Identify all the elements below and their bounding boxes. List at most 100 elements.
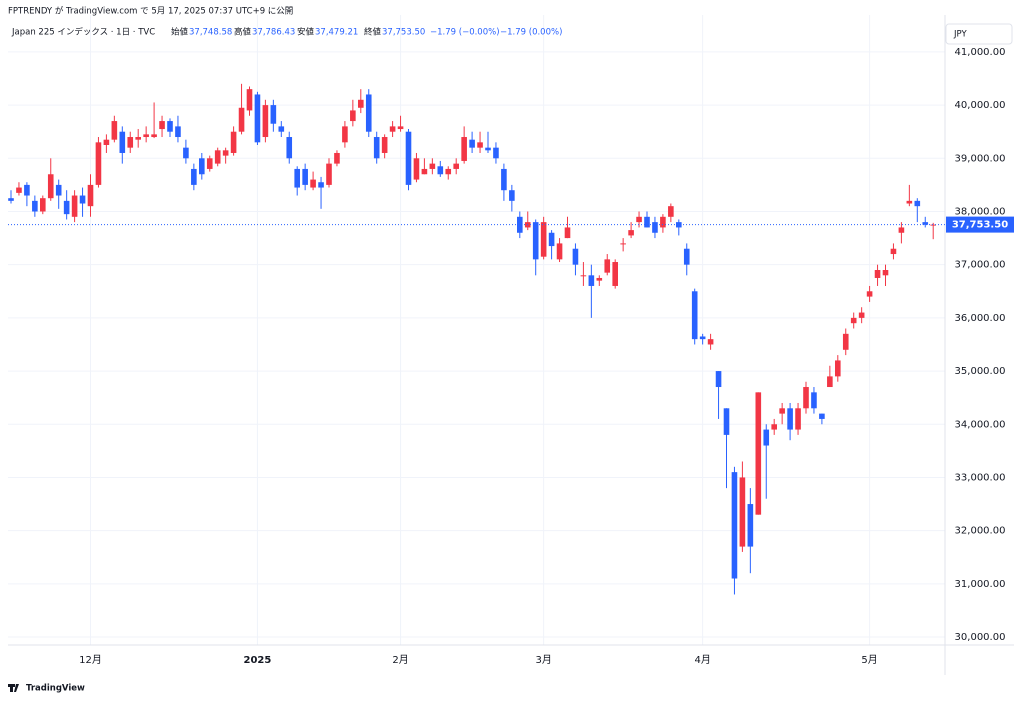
currency[interactable]: JPY xyxy=(953,30,967,40)
candle-body xyxy=(699,336,706,340)
candle xyxy=(445,166,452,180)
candle xyxy=(548,230,555,260)
candle-body xyxy=(350,110,356,122)
candle-body xyxy=(676,222,682,228)
candle-body xyxy=(779,408,785,414)
candle xyxy=(199,152,205,180)
candle xyxy=(882,264,889,286)
candle xyxy=(214,147,221,167)
candle xyxy=(755,392,762,515)
candle-body xyxy=(334,152,340,164)
candle xyxy=(365,89,372,138)
grid xyxy=(8,15,945,645)
y-tick-label: 36,000.00 xyxy=(955,313,1006,324)
candle xyxy=(270,99,277,132)
candle-body xyxy=(143,134,149,138)
candle-body xyxy=(461,137,467,161)
candle xyxy=(183,139,189,164)
candle-body xyxy=(405,131,412,185)
candle xyxy=(715,371,722,419)
candle-body xyxy=(564,227,571,239)
candle xyxy=(389,121,396,138)
candle-body xyxy=(898,227,905,233)
candle-body xyxy=(477,142,483,148)
candle xyxy=(707,333,714,350)
candle-body xyxy=(63,200,70,215)
candle xyxy=(55,179,62,209)
candle xyxy=(63,190,70,220)
x-tick-label: 12月 xyxy=(79,654,102,666)
currency-box[interactable] xyxy=(945,23,1013,45)
candle-body xyxy=(310,179,316,188)
candle-body xyxy=(819,413,825,419)
candle-body xyxy=(620,243,626,245)
candle-body xyxy=(95,142,102,185)
candle-body xyxy=(628,230,634,236)
candle-body xyxy=(930,224,936,226)
candle xyxy=(8,190,14,204)
candle xyxy=(397,115,404,132)
candle xyxy=(747,488,754,574)
candle xyxy=(858,307,865,324)
candle xyxy=(191,163,197,191)
candle-body xyxy=(397,126,404,130)
y-tick-label: 31,000.00 xyxy=(955,579,1006,590)
candle xyxy=(827,365,833,388)
x-tick-label: 3月 xyxy=(535,654,551,666)
y-tick-label: 30,000.00 xyxy=(955,632,1006,643)
legend-change: −1.79 (−0.00%) xyxy=(430,28,500,38)
candle xyxy=(795,402,801,435)
candle xyxy=(819,413,825,425)
candle-body xyxy=(294,168,300,188)
candle-body xyxy=(922,222,929,225)
candle-body xyxy=(286,137,293,159)
candle xyxy=(151,102,157,139)
last-price-label: 37,753.50 xyxy=(952,220,1008,231)
candle xyxy=(636,211,642,228)
candle xyxy=(159,115,165,138)
candle-body xyxy=(214,150,221,164)
candle xyxy=(501,163,507,201)
candle-body xyxy=(262,105,269,138)
candle xyxy=(866,285,873,302)
candle xyxy=(850,312,857,329)
candle-body xyxy=(660,216,666,228)
candle xyxy=(588,264,595,318)
candle-body xyxy=(318,182,324,188)
candle-body xyxy=(167,121,173,132)
candle xyxy=(103,134,110,153)
y-tick-label: 32,000.00 xyxy=(955,526,1006,537)
y-tick-label: 40,000.00 xyxy=(955,100,1006,111)
candle xyxy=(95,137,102,188)
y-tick-label: 41,000.00 xyxy=(955,47,1006,58)
candle xyxy=(111,115,118,143)
candle-body xyxy=(302,168,308,185)
candle-body xyxy=(747,504,754,547)
y-tick-label: 35,000.00 xyxy=(955,366,1006,377)
candle xyxy=(350,99,356,127)
candle-body xyxy=(183,147,189,159)
candle-body xyxy=(652,222,658,233)
candle xyxy=(699,333,706,345)
candle xyxy=(326,158,332,188)
candle xyxy=(596,275,603,286)
candle-body xyxy=(906,200,913,204)
candle xyxy=(676,219,682,236)
candle-body xyxy=(246,89,253,111)
candle xyxy=(381,134,388,159)
candle-body xyxy=(501,168,507,191)
candle xyxy=(47,158,54,201)
candle xyxy=(24,182,30,207)
candle-body xyxy=(159,121,165,130)
candle xyxy=(660,214,666,233)
candle-body xyxy=(866,291,873,297)
candle-body xyxy=(437,166,444,175)
candle-body xyxy=(588,275,595,286)
candle xyxy=(898,222,905,244)
candle-body xyxy=(24,184,30,196)
candle xyxy=(509,184,515,212)
legend-low-label: 安値 xyxy=(297,27,315,38)
candle xyxy=(835,355,841,382)
candle-body xyxy=(270,105,277,124)
candle-body xyxy=(373,137,380,159)
